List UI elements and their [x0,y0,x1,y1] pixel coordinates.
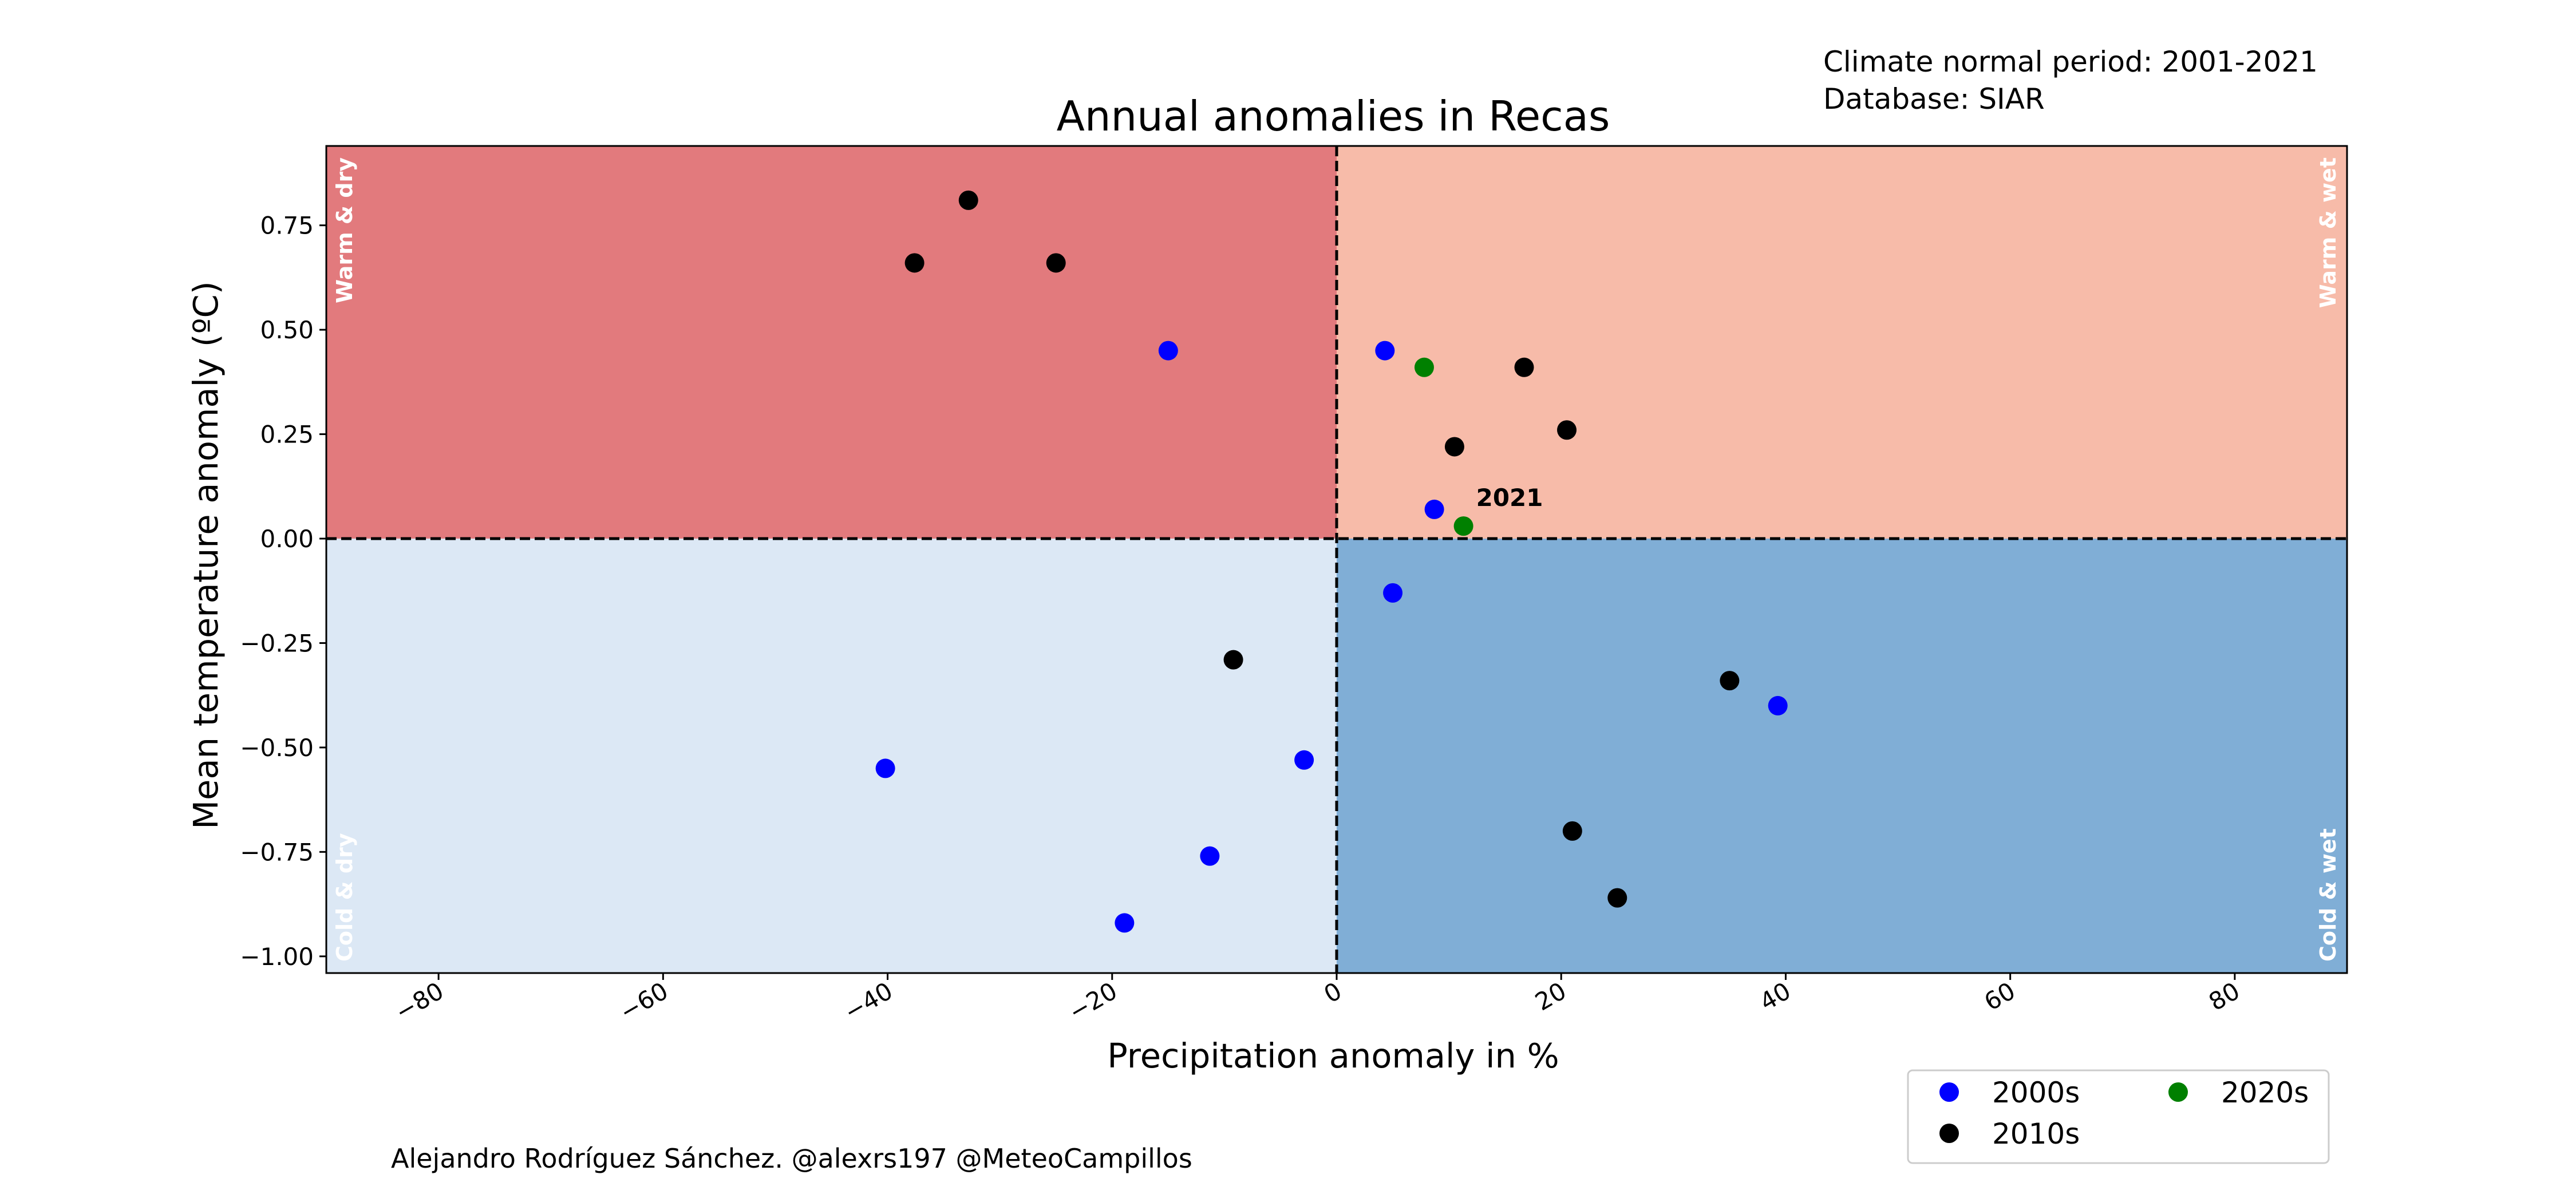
point-2010s-9 [1607,888,1627,908]
point-2000s-5 [1294,750,1314,770]
annotations: 2021 [1476,484,1543,512]
legend-marker-2020s [2168,1082,2188,1102]
quadrant-1 [1337,146,2347,539]
x-tick-label: 80 [2204,976,2245,1016]
y-axis-label: Mean temperature anomaly (ºC) [186,281,226,829]
x-tick-label: −80 [390,976,448,1026]
point-2020s-1 [1453,516,1473,536]
y-tick-label: 0.50 [260,316,314,344]
point-2000s-3 [1383,583,1403,603]
y-axis-ticks: −1.00 −0.75 −0.50 −0.25 0.00 0.25 0.50 0.75 [240,212,326,971]
legend-box [1907,1069,2330,1164]
point-2010s-3 [1514,357,1534,377]
y-tick-label: −1.00 [240,943,314,971]
y-tick-label: −0.75 [240,838,314,866]
point-2000s-2 [1424,499,1444,519]
x-tick-label: −40 [839,976,897,1026]
point-2020s-0 [1414,357,1434,377]
quadrant-3 [1337,539,2347,973]
database-text: Database: SIAR [1823,82,2045,116]
point-2010s-2 [1046,253,1066,273]
quadrant-2 [326,539,1337,973]
point-2010s-5 [1444,437,1464,457]
point-2000s-6 [875,758,895,778]
point-2010s-7 [1720,671,1740,691]
quadrant-backgrounds [326,146,2347,973]
legend-label-2010s: 2010s [1992,1117,2080,1150]
y-tick-label: −0.25 [240,629,314,657]
point-2000s-8 [1115,913,1135,933]
point-2010s-6 [1223,650,1243,670]
data-points [875,190,1788,933]
quadrant-label-1: Warm & wet [2316,157,2341,308]
point-2010s-1 [904,253,924,273]
x-tick-label: 60 [1980,976,2020,1016]
quadrant-labels: Warm & dry Warm & wet Cold & dry Cold & wet [332,157,2341,962]
y-tick-label: 0.25 [260,421,314,449]
point-2000s-4 [1768,695,1788,715]
y-tick-label: −0.50 [240,734,314,762]
legend-marker-2010s [1939,1124,1959,1143]
point-2010s-8 [1562,821,1582,841]
x-tick-label: 20 [1530,976,1571,1016]
reference-lines [326,146,2347,973]
y-tick-label: 0.00 [260,525,314,553]
point-2000s-0 [1158,341,1178,361]
point-2010s-4 [1557,420,1577,440]
normal-period-text: Climate normal period: 2001-2021 [1823,45,2318,78]
legend-label-2000s: 2000s [1992,1076,2080,1109]
x-tick-label: −60 [615,976,673,1026]
quadrant-label-0: Warm & dry [332,157,357,303]
x-axis-label: Precipitation anomaly in % [1107,1036,1559,1076]
legend: 2000s 2010s 2020s [1907,1069,2330,1164]
annotation-0: 2021 [1476,484,1543,512]
x-tick-label: −20 [1064,976,1122,1026]
author-credit: Alejandro Rodríguez Sánchez. @alexrs197 … [391,1143,1192,1174]
y-tick-label: 0.75 [260,212,314,240]
chart-title: Annual anomalies in Recas [1057,92,1610,140]
x-tick-label: 0 [1319,976,1346,1009]
quadrant-label-2: Cold & dry [332,833,357,962]
point-2000s-7 [1200,846,1220,866]
quadrant-label-3: Cold & wet [2316,828,2341,962]
legend-marker-2000s [1939,1082,1959,1102]
point-2010s-0 [958,190,978,210]
legend-label-2020s: 2020s [2221,1076,2309,1109]
x-tick-label: 40 [1755,976,1796,1016]
quadrant-0 [326,146,1337,539]
point-2000s-1 [1375,341,1395,361]
x-axis-ticks: −80 −60 −40 −20 0 20 40 60 80 [390,973,2245,1026]
